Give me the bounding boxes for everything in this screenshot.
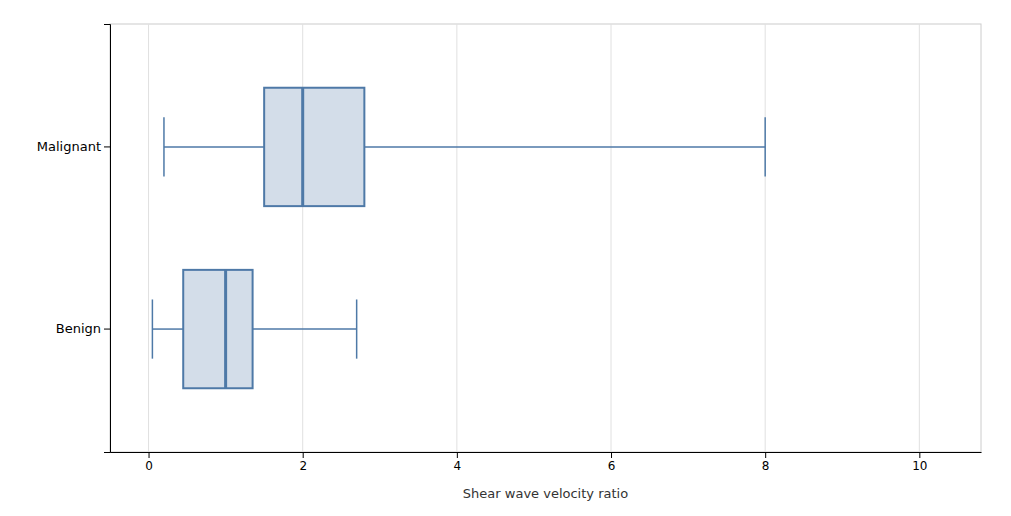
x-axis-title: Shear wave velocity ratio	[463, 486, 628, 501]
x-tick-mark	[765, 452, 766, 458]
box	[264, 88, 364, 206]
whisker-low	[164, 146, 264, 148]
x-tick-mark	[611, 452, 612, 458]
grid-line	[456, 24, 457, 452]
cap-high	[356, 299, 358, 358]
x-tick-label: 2	[299, 459, 307, 473]
cap-low	[152, 299, 154, 358]
x-tick-label: 4	[454, 459, 462, 473]
y-axis-line	[104, 25, 111, 453]
x-tick: 2	[299, 452, 307, 473]
x-tick: 0	[145, 452, 153, 473]
grid-line	[611, 24, 612, 452]
y-tick-mark	[104, 146, 110, 147]
y-tick-label: Malignant	[37, 139, 101, 154]
x-axis-line	[111, 452, 982, 453]
x-tick: 4	[454, 452, 462, 473]
box-group	[164, 88, 765, 206]
cap-high	[764, 117, 766, 176]
boxes	[152, 88, 765, 389]
whisker-high	[253, 328, 357, 330]
y-tick-label: Benign	[56, 321, 101, 336]
x-tick: 8	[762, 452, 770, 473]
grid-line	[765, 24, 766, 452]
x-tick-label: 10	[912, 459, 927, 473]
median	[224, 270, 227, 388]
cap-low	[163, 117, 165, 176]
x-tick-label: 6	[608, 459, 616, 473]
y-tick-mark	[104, 329, 110, 330]
x-tick-mark	[303, 452, 304, 458]
y-axis: Malignant Benign	[37, 25, 111, 453]
median	[301, 88, 304, 206]
whisker-low	[152, 328, 183, 330]
x-tick: 10	[912, 452, 927, 473]
plot: 0 2 4 6 8 10 Malignant Benign	[37, 24, 982, 473]
grid	[149, 24, 920, 452]
y-tick: Benign	[56, 321, 110, 336]
x-tick-mark	[149, 452, 150, 458]
chart: 0 2 4 6 8 10 Malignant Benign Shear wave velocit…	[0, 0, 1011, 516]
x-tick-mark	[919, 452, 920, 458]
plot-frame	[110, 24, 981, 452]
grid-line	[302, 24, 303, 452]
x-tick: 6	[608, 452, 616, 473]
x-tick-label: 8	[762, 459, 770, 473]
x-axis: 0 2 4 6 8 10	[111, 452, 982, 473]
box-group	[152, 270, 356, 388]
x-tick-mark	[457, 452, 458, 458]
x-tick-label: 0	[145, 459, 153, 473]
box	[183, 270, 252, 388]
grid-line	[919, 24, 920, 452]
whisker-high	[364, 146, 765, 148]
grid-line	[148, 24, 149, 452]
y-tick: Malignant	[37, 139, 110, 154]
